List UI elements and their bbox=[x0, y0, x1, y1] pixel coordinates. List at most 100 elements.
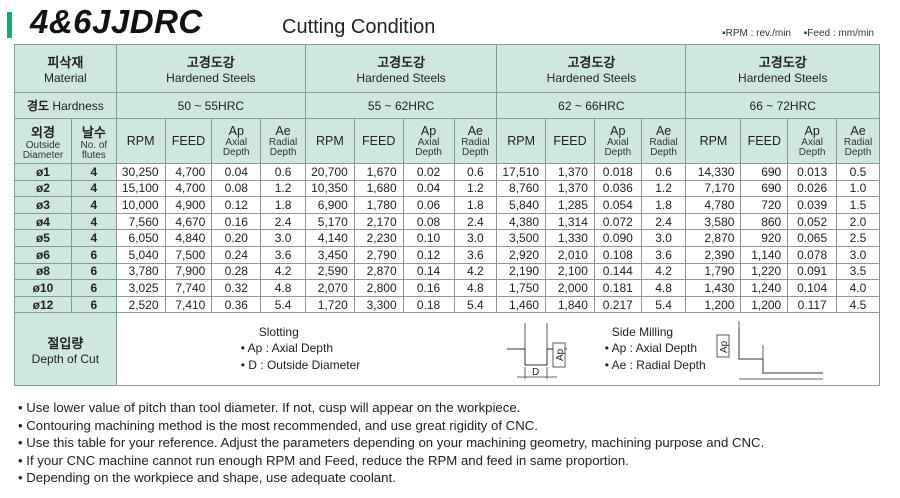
note-item: • Contouring machining method is the mos… bbox=[18, 417, 538, 433]
ae-header-sublabel: Radial bbox=[268, 137, 298, 148]
ae-header-sublabel: Depth bbox=[269, 147, 297, 158]
value-cell: 920 bbox=[740, 229, 789, 247]
value-cell: 6,050 bbox=[115, 229, 166, 247]
page-header: 4&6JJDRC Cutting Condition ▪RPM : rev./m… bbox=[0, 0, 900, 44]
value-cell: 2,790 bbox=[353, 245, 404, 264]
value-cell: 1,750 bbox=[496, 279, 547, 297]
ae-header-label: Ae bbox=[655, 124, 672, 138]
value-cell: 7,500 bbox=[164, 245, 213, 264]
value-cell: 1,720 bbox=[304, 295, 355, 314]
value-cell: 0.054 bbox=[593, 196, 642, 214]
hardness-label-ko: 경도 bbox=[26, 99, 50, 113]
value-cell: 0.6 bbox=[640, 163, 687, 181]
hardness-cell: 66 ~ 72HRC bbox=[685, 92, 880, 119]
ap-header-label: Ap bbox=[610, 124, 626, 138]
value-cell: 1,200 bbox=[740, 295, 789, 314]
rpm-header: RPM bbox=[496, 118, 547, 164]
figure-ap-label: Ap bbox=[555, 349, 566, 362]
value-cell: 0.065 bbox=[787, 229, 838, 247]
ae-header-label: Ae bbox=[275, 124, 291, 138]
ae-header-label: Ae bbox=[467, 124, 484, 138]
diameter-label-ko: 외경 bbox=[31, 124, 55, 140]
diameter-cell: ø8 bbox=[14, 262, 72, 281]
value-cell: 0.026 bbox=[787, 179, 838, 198]
value-cell: 4,780 bbox=[685, 196, 742, 214]
ap-header-label: Ap bbox=[228, 124, 244, 138]
value-cell: 7,560 bbox=[115, 212, 166, 231]
value-cell: 1,314 bbox=[545, 212, 595, 231]
ap-header-sublabel: Depth bbox=[415, 147, 442, 158]
value-cell: 1,840 bbox=[545, 295, 595, 314]
feed-header-label: FEED bbox=[747, 134, 781, 148]
value-cell: 2,000 bbox=[545, 279, 595, 297]
ae-header-label: Ae bbox=[850, 124, 866, 138]
value-cell: 30,250 bbox=[115, 163, 166, 181]
rpm-header-label: RPM bbox=[507, 134, 536, 148]
value-cell: 2,390 bbox=[685, 245, 742, 264]
accent-bar bbox=[7, 12, 12, 38]
rpm-header-label: RPM bbox=[126, 134, 155, 148]
legend-rpm: ▪RPM : rev./min bbox=[722, 28, 791, 39]
value-cell: 0.217 bbox=[593, 295, 642, 314]
value-cell: 1,680 bbox=[353, 179, 404, 198]
diameter-cell: ø6 bbox=[14, 245, 72, 264]
value-cell: 720 bbox=[740, 196, 789, 214]
model-name: 4&6JJDRC bbox=[30, 3, 203, 40]
flutes-cell: 4 bbox=[70, 212, 117, 231]
value-cell: 2,070 bbox=[304, 279, 355, 297]
diameter-cell: ø4 bbox=[14, 212, 72, 231]
material-en: Hardened Steels bbox=[356, 71, 446, 85]
value-cell: 0.10 bbox=[402, 229, 455, 247]
value-cell: 10,000 bbox=[115, 196, 166, 214]
value-cell: 0.104 bbox=[787, 279, 838, 297]
rpm-header: RPM bbox=[685, 118, 742, 164]
ap-header-label: Ap bbox=[420, 124, 437, 138]
hardness-label-en: Hardness bbox=[52, 99, 104, 113]
ae-header: Ae Radial Depth bbox=[453, 118, 498, 164]
diameter-label-en2: Diameter bbox=[22, 149, 64, 161]
material-cell: 고경도강 Hardened Steels bbox=[496, 44, 687, 93]
flutes-header: 날수 No. of flutes bbox=[70, 118, 117, 164]
flutes-cell: 4 bbox=[70, 229, 117, 247]
value-cell: 0.078 bbox=[787, 245, 838, 264]
value-cell: 0.28 bbox=[211, 262, 262, 281]
value-cell: 2,190 bbox=[496, 262, 547, 281]
hardness-header: 경도 Hardness bbox=[14, 92, 117, 119]
value-cell: 0.12 bbox=[402, 245, 455, 264]
value-cell: 2.0 bbox=[836, 212, 880, 231]
material-cell: 고경도강 Hardened Steels bbox=[685, 44, 880, 93]
rpm-header: RPM bbox=[304, 118, 355, 164]
feed-header: FEED bbox=[545, 118, 595, 164]
value-cell: 20,700 bbox=[304, 163, 355, 181]
value-cell: 3.6 bbox=[640, 245, 687, 264]
value-cell: 690 bbox=[740, 179, 789, 198]
feed-header-label: FEED bbox=[553, 134, 587, 148]
side-milling-figure: Ap Ae bbox=[716, 321, 823, 380]
value-cell: 2,800 bbox=[353, 279, 404, 297]
feed-header: FEED bbox=[164, 118, 213, 164]
table-row: ø1 4 30,250 4,700 0.04 0.6 20,700 1,670 0.02 0.6 1… bbox=[14, 163, 880, 181]
figure-ap-label: Ap bbox=[719, 341, 730, 354]
value-cell: 3.0 bbox=[260, 229, 306, 247]
value-cell: 0.144 bbox=[593, 262, 642, 281]
value-cell: 1.2 bbox=[453, 179, 498, 198]
value-cell: 5.4 bbox=[640, 295, 687, 314]
material-ko: 고경도강 bbox=[377, 55, 426, 70]
value-cell: 0.12 bbox=[211, 196, 262, 214]
table-row: ø4 4 7,560 4,670 0.16 2.4 5,170 2,170 0.08 2.4 4,3… bbox=[14, 212, 880, 231]
value-cell: 0.013 bbox=[787, 163, 838, 181]
value-cell: 7,410 bbox=[164, 295, 213, 314]
value-cell: 7,170 bbox=[685, 179, 742, 198]
value-cell: 0.6 bbox=[453, 163, 498, 181]
depth-of-cut-header: 절입량 Depth of Cut bbox=[14, 312, 117, 387]
page-subtitle: Cutting Condition bbox=[282, 16, 436, 38]
value-cell: 4.2 bbox=[260, 262, 306, 281]
material-label-en: Material bbox=[44, 71, 87, 85]
cutting-condition-table: 피삭재 Material 고경도강 Hardened Steels 고경도강 Har… bbox=[14, 44, 881, 387]
value-cell: 2.4 bbox=[260, 212, 306, 231]
diameter-cell: ø5 bbox=[14, 229, 72, 247]
diameter-cell: ø3 bbox=[14, 196, 72, 214]
feed-header: FEED bbox=[740, 118, 789, 164]
ap-header: Ap Axial Depth bbox=[593, 118, 642, 164]
flutes-label-en1: No. of bbox=[80, 139, 108, 151]
